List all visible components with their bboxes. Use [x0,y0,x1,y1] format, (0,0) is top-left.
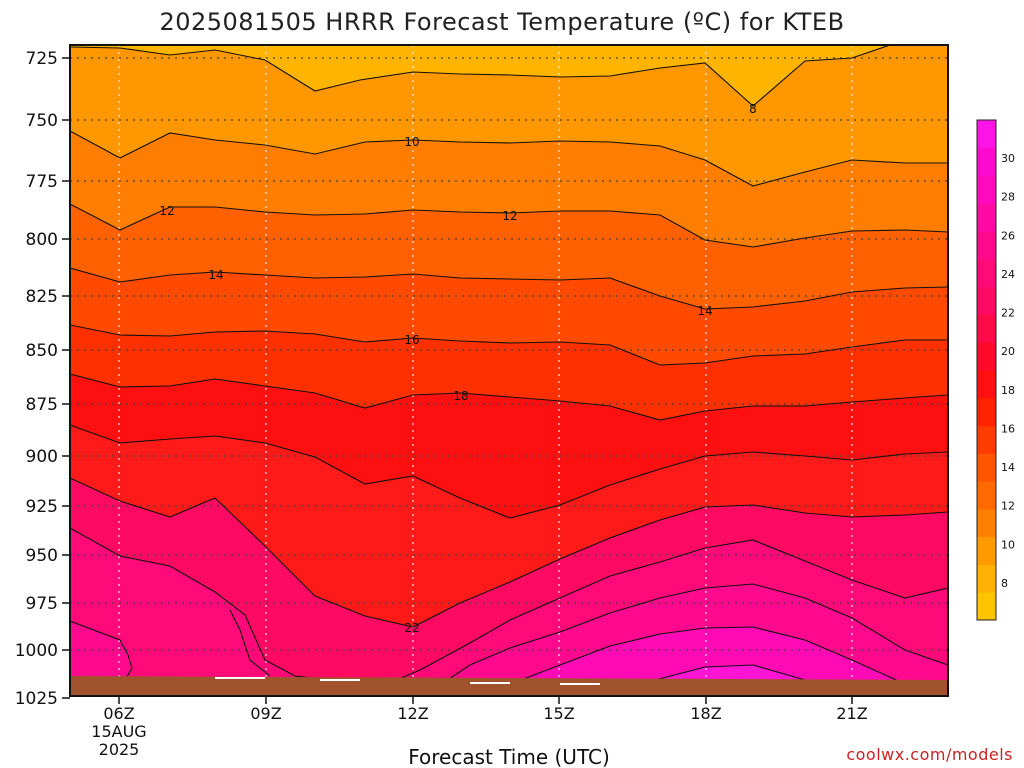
contour-label-14: 14 [208,268,223,282]
y-tick-label-750: 750 [26,111,58,131]
y-tick-label-925: 925 [26,497,58,517]
contour-c12 [70,203,948,248]
colorbar-tick-8: 8 [1001,577,1008,590]
x-tick-label-12Z: 12Z [397,704,428,723]
colorbar: 8 10 12 14 16 18 20 22 24 26 28 30 [976,119,1015,621]
colorbar-tick-28: 28 [1001,191,1015,204]
surface-gap-3 [560,683,600,685]
colorbar-tick-18: 18 [1001,384,1015,397]
colorbar-swatch-6 [977,425,996,454]
colorbar-tick-22: 22 [1001,307,1015,320]
colorbar-tick-12: 12 [1001,500,1015,513]
y-tick-label-850: 850 [26,341,58,361]
contour-labels: 8 10 12 12 14 14 16 18 22 [159,102,757,635]
band-left-warmest [70,621,132,690]
surface-gap-2 [470,682,510,684]
colorbar-swatch-13 [977,231,996,260]
contour-label-16: 16 [404,333,419,347]
colorbar-swatch-2 [977,536,996,565]
colorbar-swatch-12 [977,258,996,288]
y-tick-label-875: 875 [26,395,58,415]
colorbar-swatch-10 [977,314,996,343]
temperature-contours [70,45,948,696]
colorbar-swatch-3 [977,508,996,538]
colorbar-tick-14: 14 [1001,461,1015,474]
contour-c28 [484,626,948,696]
contour-c22 [70,477,948,628]
contour-c8a [70,45,891,107]
y-tick-label-950: 950 [26,546,58,566]
contour-label-18: 18 [453,389,468,403]
contour-label-10: 10 [404,135,419,149]
y-tick-label-1025: 1025 [15,689,58,709]
y-tick-label-900: 900 [26,447,58,467]
colorbar-swatch-14 [977,203,996,232]
colorbar-swatch-7 [977,397,996,427]
chart-title: 2025081505 HRRR Forecast Temperature (ºC… [159,8,844,36]
colorbar-tick-16: 16 [1001,422,1015,435]
colorbar-swatch-11 [977,286,996,315]
colorbar-swatch-16 [977,147,996,177]
x-tick-label-09Z: 09Z [250,704,281,723]
colorbar-swatch-8 [977,370,996,399]
band-c8a [70,45,948,106]
colorbar-frame [976,119,997,621]
surface-gap-1 [320,679,360,681]
contour-c10 [70,130,948,187]
temperature-bands [70,45,948,696]
colorbar-tick-30: 30 [1001,152,1015,165]
contour-label-12: 12 [502,209,517,223]
contour-label-12: 12 [159,204,174,218]
contour-c14 [70,267,948,310]
contour-c26 [70,583,948,696]
colorbar-swatch-17 [977,120,996,149]
x-axis-title: Forecast Time (UTC) [408,745,610,768]
x-tick-label-06Z: 06Z [103,704,134,723]
contour-c24b [229,609,271,677]
y-axis: 725 750 775 800 825 850 875 900 925 950 975 1000 102… [15,49,70,709]
contour-label-14: 14 [697,304,712,318]
contour-c24 [70,527,948,688]
contour-label-8: 8 [749,102,757,116]
x-tick-label-21Z: 21Z [836,704,867,723]
y-tick-label-975: 975 [26,594,58,614]
y-tick-label-1000: 1000 [15,641,58,661]
y-tick-label-725: 725 [26,49,58,69]
colorbar-tick-24: 24 [1001,268,1015,281]
contour-label-22: 22 [404,621,419,635]
colorbar-swatch-9 [977,342,996,371]
colorbar-tick-10: 10 [1001,538,1015,551]
colorbar-swatch-4 [977,481,996,510]
colorbar-swatch-5 [977,453,996,482]
contour-c20 [70,424,948,519]
colorbar-swatch-15 [977,175,996,204]
x-tick-label-15Z: 15Z [543,704,574,723]
surface-gap-0 [215,677,265,679]
y-tick-label-800: 800 [26,230,58,250]
plot-frame [69,44,949,697]
credit-text: coolwx.com/models [846,745,1013,764]
x-tick-label-18Z: 18Z [690,704,721,723]
colorbar-tick-20: 20 [1001,345,1015,358]
ground-surface [70,676,948,696]
colorbar-tick-26: 26 [1001,229,1015,242]
colorbar-swatch-1 [977,564,996,593]
plot-area [70,45,948,696]
colorbar-swatch-0 [977,592,996,621]
contour-c18 [70,373,948,421]
x-date-line1: 15AUG [91,722,146,741]
y-tick-label-775: 775 [26,172,58,192]
x-date-line2: 2025 [99,740,140,759]
y-tick-label-825: 825 [26,287,58,307]
contour-c16 [70,324,948,366]
